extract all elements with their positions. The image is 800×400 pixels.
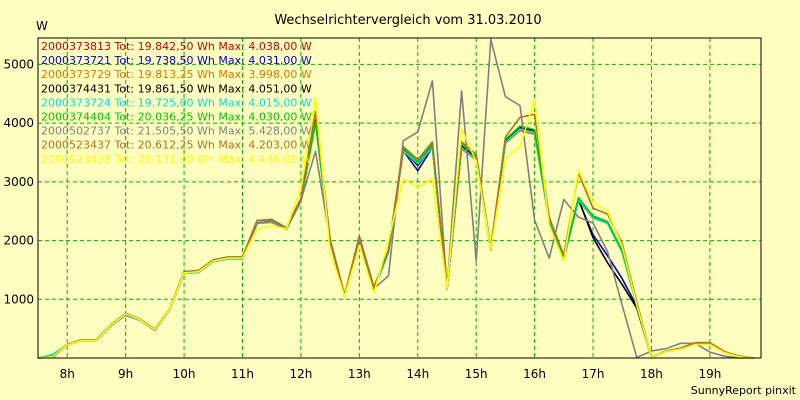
legend-entry: 2000523437 Tot: 20.612,25 Wh Max: 4.203,…: [41, 139, 312, 152]
series-group: [37, 38, 754, 359]
legend-entry: 2000373724 Tot: 19.725,00 Wh Max: 4.015,…: [41, 96, 312, 109]
y-tick-label: 2000: [3, 234, 34, 248]
legend-entry: 2000373813 Tot: 19.842,50 Wh Max: 4.038,…: [41, 40, 312, 53]
legend-entry: 2000373729 Tot: 19.813,25 Wh Max: 3.998,…: [41, 68, 312, 81]
y-tick-label: 3000: [3, 175, 34, 189]
x-tick-label: 15h: [465, 367, 488, 381]
x-tick-label: 16h: [523, 367, 546, 381]
y-tick-label: 5000: [3, 57, 34, 71]
x-tick-label: 12h: [289, 367, 312, 381]
x-tick-label: 9h: [118, 367, 133, 381]
x-tick-label: 19h: [698, 367, 721, 381]
series-line-9: [37, 97, 754, 359]
grid: [38, 38, 761, 358]
x-tick-label: 18h: [640, 367, 663, 381]
credit-text: SunnyReport pinxit: [691, 384, 797, 397]
legend-entry: 2000502737 Tot: 21.505,50 Wh Max: 5.428,…: [41, 125, 312, 138]
x-tick-label: 14h: [406, 367, 429, 381]
y-ticks: 1000 2000 3000 4000 5000: [3, 57, 34, 306]
x-tick-label: 8h: [60, 367, 75, 381]
x-tick-label: 10h: [173, 367, 196, 381]
legend: 2000373813 Tot: 19.842,50 Wh Max: 4.038,…: [41, 40, 312, 166]
y-tick-label: 1000: [3, 292, 34, 306]
legend-entry: 2000523438 Tot: 20.131,00 Wh Max: 4.436,…: [41, 153, 312, 166]
x-ticks: 8h 9h 10h 11h 12h 13h 14h 15h 16h 17h 18h 19h: [60, 367, 722, 381]
plot-frame: [37, 37, 762, 359]
chart-title: Wechselrichtervergleich vom 31.03.2010: [274, 13, 541, 28]
legend-entry: 2000373721 Tot: 19.738,50 Wh Max: 4.031,…: [41, 54, 312, 67]
y-axis-label: W: [36, 19, 48, 33]
x-tick-label: 13h: [348, 367, 371, 381]
y-tick-label: 4000: [3, 116, 34, 130]
x-tick-label: 11h: [231, 367, 254, 381]
x-tick-label: 17h: [582, 367, 605, 381]
legend-entry: 2000374404 Tot: 20.036,25 Wh Max: 4.030,…: [41, 111, 312, 124]
legend-entry: 2000374431 Tot: 19.861,50 Wh Max: 4.051,…: [41, 82, 312, 95]
